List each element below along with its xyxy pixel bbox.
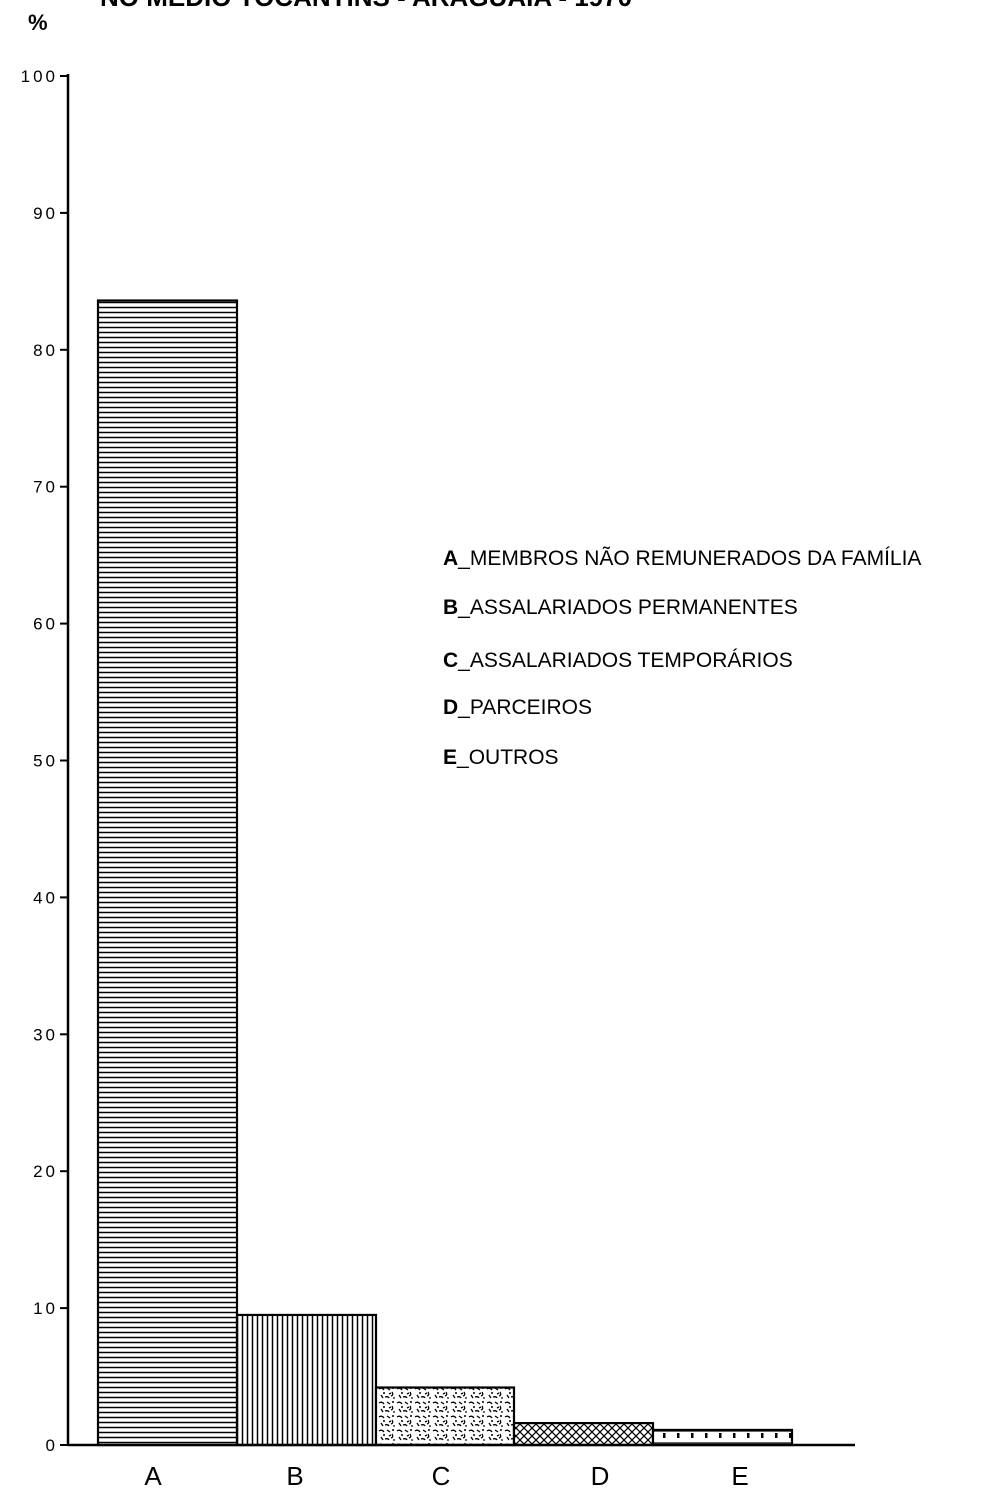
x-tick-label-E: E bbox=[731, 1461, 748, 1491]
x-axis-tick-labels: A B C D E bbox=[144, 1461, 748, 1491]
x-tick-label-A: A bbox=[144, 1461, 162, 1491]
legend-key: B bbox=[443, 596, 458, 619]
legend-key: C bbox=[443, 649, 458, 672]
legend-separator: _ bbox=[457, 649, 470, 672]
legend-separator: _ bbox=[457, 596, 470, 619]
bar-B bbox=[235, 1313, 378, 1447]
legend-entry-B: B_ASSALARIADOS PERMANENTES bbox=[443, 596, 798, 619]
x-tick-label-C: C bbox=[432, 1461, 451, 1491]
legend-label: ASSALARIADOS PERMANENTES bbox=[470, 596, 798, 619]
legend-entry-A: A_MEMBROS NÃO REMUNERADOS DA FAMÍLIA bbox=[443, 546, 921, 570]
y-tick-label: 40 bbox=[33, 888, 58, 907]
y-tick-label: 90 bbox=[33, 204, 58, 223]
bars bbox=[96, 299, 794, 1447]
legend-key: E bbox=[443, 746, 457, 769]
y-tick-label: 0 bbox=[46, 1436, 58, 1455]
chart-title: NO MÉDIO TOCANTINS - ARAGUAIA - 1970 bbox=[100, 0, 632, 12]
legend-separator: _ bbox=[457, 696, 470, 719]
legend-entry-C: C_ASSALARIADOS TEMPORÁRIOS bbox=[443, 649, 793, 672]
legend-label: OUTROS bbox=[469, 746, 559, 769]
y-tick-label: 70 bbox=[33, 478, 58, 497]
legend-entry-D: D_PARCEIROS bbox=[443, 696, 592, 719]
bar-E bbox=[651, 1428, 794, 1447]
y-tick-label: 20 bbox=[33, 1162, 58, 1181]
bar-A bbox=[96, 299, 239, 1447]
y-tick-label: 100 bbox=[21, 67, 58, 86]
y-tick-label: 60 bbox=[33, 615, 58, 634]
legend-separator: _ bbox=[457, 547, 470, 570]
legend-entry-E: E_OUTROS bbox=[443, 746, 559, 769]
y-tick-label: 10 bbox=[33, 1299, 58, 1318]
y-tick-label: 30 bbox=[33, 1025, 58, 1044]
legend-key: D bbox=[443, 696, 458, 719]
bar-C bbox=[374, 1386, 516, 1447]
legend-label: ASSALARIADOS TEMPORÁRIOS bbox=[470, 649, 793, 672]
x-tick-label-B: B bbox=[286, 1461, 303, 1491]
y-axis-unit-label: % bbox=[28, 10, 48, 35]
legend-separator: _ bbox=[456, 746, 469, 769]
legend-label: PARCEIROS bbox=[470, 696, 592, 719]
legend: A_MEMBROS NÃO REMUNERADOS DA FAMÍLIAB_AS… bbox=[443, 546, 921, 769]
legend-label: MEMBROS NÃO REMUNERADOS DA FAMÍLIA bbox=[470, 546, 922, 570]
bar-D bbox=[512, 1421, 655, 1447]
axes bbox=[66, 74, 855, 1447]
legend-key: A bbox=[443, 547, 458, 570]
y-tick-label: 80 bbox=[33, 341, 58, 360]
x-tick-label-D: D bbox=[591, 1461, 610, 1491]
y-axis-ticks: 0 10 20 30 40 50 60 70 80 90 100 bbox=[21, 67, 68, 1455]
y-tick-label: 50 bbox=[33, 752, 58, 771]
